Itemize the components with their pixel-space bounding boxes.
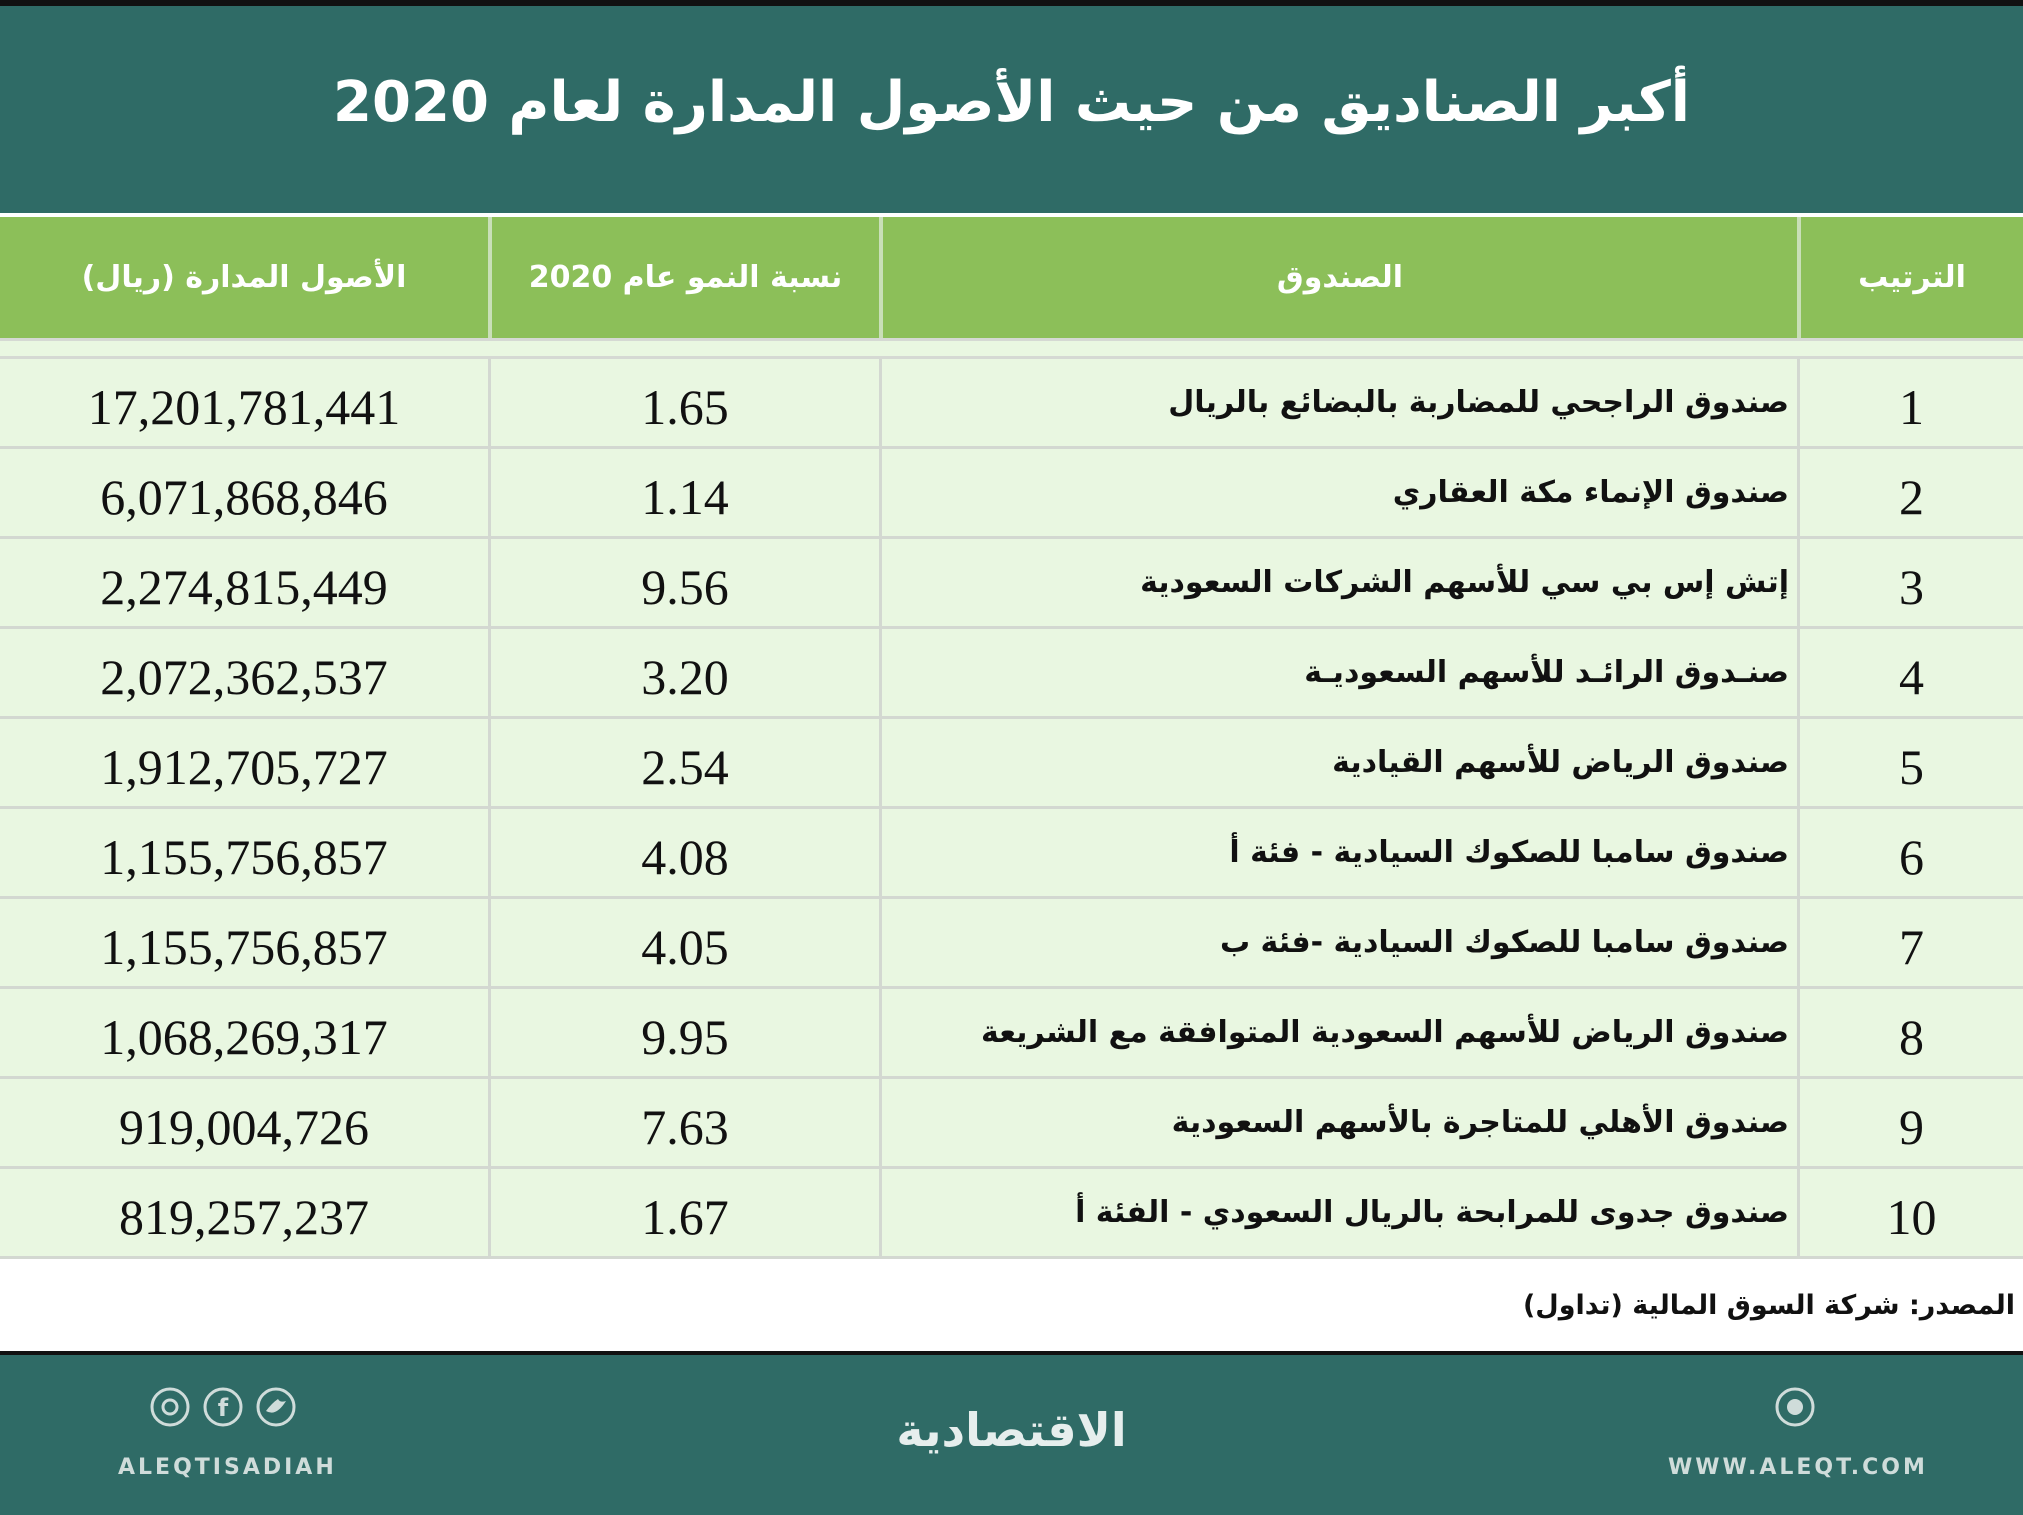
svg-text:f: f [218,1394,229,1422]
table-row: 2 صندوق الإنماء مكة العقاري 1.14 6,071,868,… [0,449,2023,539]
social-icons: f [150,1387,296,1427]
column-header: الصندوق [879,217,1797,338]
rank-cell: 6 [1797,809,2023,896]
assets-cell: 1,068,269,317 [100,1008,388,1065]
table-row: 5 صندوق الرياض للأسهم القيادية 2.54 1,912,7… [0,719,2023,809]
fund-cell: صندوق الرياض للأسهم القيادية [879,719,1797,806]
rank-cell: 10 [1797,1169,2023,1256]
table-row: 8 صندوق الرياض للأسهم السعودية المتوافقة … [0,989,2023,1079]
growth-cell: 1.14 [488,449,879,536]
table-row: 3 إتش إس بي سي للأسهم الشركات السعودية 9.5… [0,539,2023,629]
growth-cell: 2.54 [488,719,879,806]
rank-cell: 1 [1797,359,2023,446]
header-row: الترتيب الصندوق نسبة النمو عام 2020 الأصول … [0,217,2023,338]
title-band: أكبر الصناديق من حيث الأصول المدارة لعام… [0,0,2023,213]
website: WWW.ALEQT.COM [1668,1455,1928,1480]
fund-cell: صندوق الرياض للأسهم السعودية المتوافقة م… [879,989,1797,1076]
table-row: 6 صندوق سامبا للصكوك السيادية - فئة أ 4.08… [0,809,2023,899]
table: الترتيب الصندوق نسبة النمو عام 2020 الأصول … [0,217,2023,1259]
column-header: نسبة النمو عام 2020 [488,217,879,338]
table-row: 10 صندوق جدوى للمرابحة بالريال السعودي - … [0,1169,2023,1259]
assets-cell: 17,201,781,441 [87,378,401,435]
rank-cell: 7 [1797,899,2023,986]
column-header: الترتيب [1797,217,2023,338]
table-row: 4 صنـدوق الرائـد للأسهم السعوديـة 3.20 2,07… [0,629,2023,719]
web-icon [1775,1387,1815,1427]
fund-cell: صنـدوق الرائـد للأسهم السعوديـة [879,629,1797,716]
assets-cell: 1,155,756,857 [100,828,388,885]
rank-cell: 4 [1797,629,2023,716]
assets-cell: 2,274,815,449 [100,558,388,615]
handle: ALEQTISADIAH [118,1455,337,1480]
fund-cell: إتش إس بي سي للأسهم الشركات السعودية [879,539,1797,626]
logo: الاقتصادية [896,1403,1127,1457]
growth-cell: 9.95 [488,989,879,1076]
assets-cell: 919,004,726 [119,1098,369,1155]
title: أكبر الصناديق من حيث الأصول المدارة لعام… [333,70,1690,135]
table-row: 7 صندوق سامبا للصكوك السيادية -فئة ب 4.05 1… [0,899,2023,989]
fund-cell: صندوق الأهلي للمتاجرة بالأسهم السعودية [879,1079,1797,1166]
assets-cell: 6,071,868,846 [100,468,388,525]
assets-cell: 2,072,362,537 [100,648,388,705]
growth-cell: 3.20 [488,629,879,716]
table-row: 1 صندوق الراجحي للمضاربة بالبضائع بالريال… [0,359,2023,449]
assets-cell: 819,257,237 [119,1188,369,1245]
assets-cell: 1,155,756,857 [100,918,388,975]
footer: f ALEQTISADIAH الاقتصادية WWW.ALEQT.COM [0,1351,2023,1515]
assets-cell: 1,912,705,727 [100,738,388,795]
growth-cell: 1.67 [488,1169,879,1256]
rank-cell: 9 [1797,1079,2023,1166]
fund-cell: صندوق سامبا للصكوك السيادية - فئة أ [879,809,1797,896]
growth-cell: 9.56 [488,539,879,626]
fund-cell: صندوق سامبا للصكوك السيادية -فئة ب [879,899,1797,986]
spacer [0,338,2023,359]
rank-cell: 2 [1797,449,2023,536]
source: المصدر: شركة السوق المالية (تداول) [1522,1290,2015,1321]
growth-cell: 4.08 [488,809,879,896]
fund-cell: صندوق الإنماء مكة العقاري [879,449,1797,536]
table-row: 9 صندوق الأهلي للمتاجرة بالأسهم السعودية 7… [0,1079,2023,1169]
rank-cell: 3 [1797,539,2023,626]
fund-cell: صندوق جدوى للمرابحة بالريال السعودي - ال… [879,1169,1797,1256]
fund-cell: صندوق الراجحي للمضاربة بالبضائع بالريال [879,359,1797,446]
rank-cell: 8 [1797,989,2023,1076]
growth-cell: 7.63 [488,1079,879,1166]
growth-cell: 4.05 [488,899,879,986]
growth-cell: 1.65 [488,359,879,446]
rank-cell: 5 [1797,719,2023,806]
column-header: الأصول المدارة (ريال) [81,260,407,295]
